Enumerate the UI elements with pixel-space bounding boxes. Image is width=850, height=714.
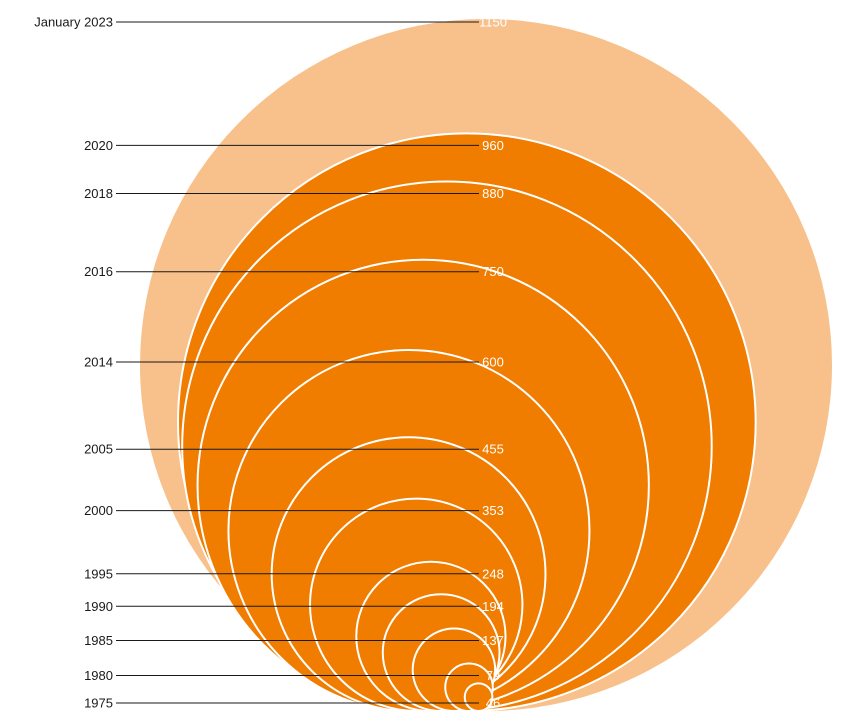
value-label-2005: 455 — [482, 442, 504, 457]
value-label-2016: 750 — [482, 264, 504, 279]
year-label-1975: 1975 — [84, 696, 113, 711]
value-label-1980: 79 — [486, 668, 500, 683]
value-label-january-2023: 1150 — [479, 15, 507, 30]
year-label-2000: 2000 — [84, 503, 113, 518]
label-layer: January 2023 1150 2020 960 2018 880 2016 750 201… — [34, 15, 507, 711]
circle-1975 — [463, 682, 494, 712]
year-label-2005: 2005 — [84, 442, 113, 457]
value-label-1995: 248 — [482, 566, 504, 581]
year-label-2020: 2020 — [84, 138, 113, 153]
value-label-2020: 960 — [482, 138, 504, 153]
year-label-1985: 1985 — [84, 633, 113, 648]
year-label-2018: 2018 — [84, 186, 113, 201]
value-label-1975: 46 — [486, 696, 500, 711]
value-label-2014: 600 — [482, 354, 504, 369]
year-label-1990: 1990 — [84, 599, 113, 614]
value-label-1990: 194 — [482, 599, 504, 614]
leader-line-layer — [116, 21, 479, 704]
year-label-2014: 2014 — [84, 354, 113, 369]
year-label-1980: 1980 — [84, 668, 113, 683]
year-label-january-2023: January 2023 — [34, 15, 113, 30]
year-label-1995: 1995 — [84, 566, 113, 581]
value-label-2018: 880 — [482, 186, 504, 201]
year-label-2016: 2016 — [84, 264, 113, 279]
value-label-1985: 137 — [482, 633, 504, 648]
value-label-2000: 353 — [482, 503, 504, 518]
